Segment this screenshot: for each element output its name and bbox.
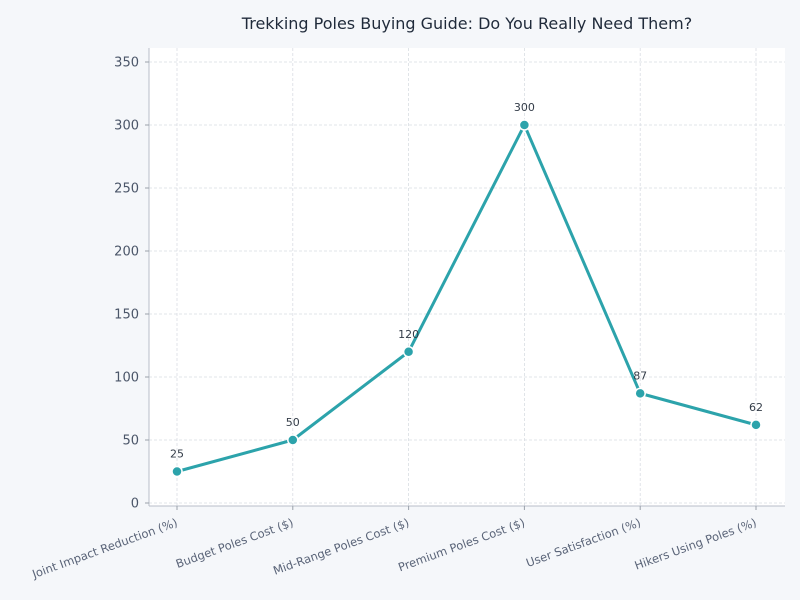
gridlines bbox=[149, 48, 785, 506]
y-tick-label: 150 bbox=[114, 308, 139, 323]
y-tick-label: 0 bbox=[131, 497, 139, 512]
data-label: 50 bbox=[286, 416, 300, 429]
series-line bbox=[175, 123, 758, 473]
data-label: 25 bbox=[170, 448, 184, 461]
data-point bbox=[287, 434, 299, 446]
y-tick-label: 200 bbox=[114, 245, 139, 260]
y-tick-label: 100 bbox=[114, 371, 139, 386]
data-point bbox=[750, 419, 762, 431]
data-point bbox=[634, 387, 646, 400]
data-label: 62 bbox=[749, 401, 763, 414]
data-point bbox=[518, 119, 531, 131]
y-tick-label: 50 bbox=[122, 434, 139, 449]
y-tick-label: 350 bbox=[114, 56, 139, 71]
data-labels: 25 50 120 300 87 62 bbox=[170, 101, 763, 461]
axes bbox=[148, 48, 785, 507]
data-point bbox=[171, 465, 183, 478]
y-axis-ticks: 0 50 100 150 200 250 300 350 bbox=[114, 56, 149, 512]
plot-area bbox=[149, 48, 785, 506]
data-point-markers bbox=[171, 119, 762, 478]
chart-title: Trekking Poles Buying Guide: Do You Real… bbox=[241, 14, 692, 33]
y-tick-label: 300 bbox=[114, 119, 139, 134]
y-tick-label: 250 bbox=[114, 182, 139, 197]
data-point bbox=[402, 346, 415, 358]
data-label: 120 bbox=[398, 328, 419, 341]
data-label: 87 bbox=[633, 369, 647, 382]
data-label: 300 bbox=[514, 101, 535, 114]
